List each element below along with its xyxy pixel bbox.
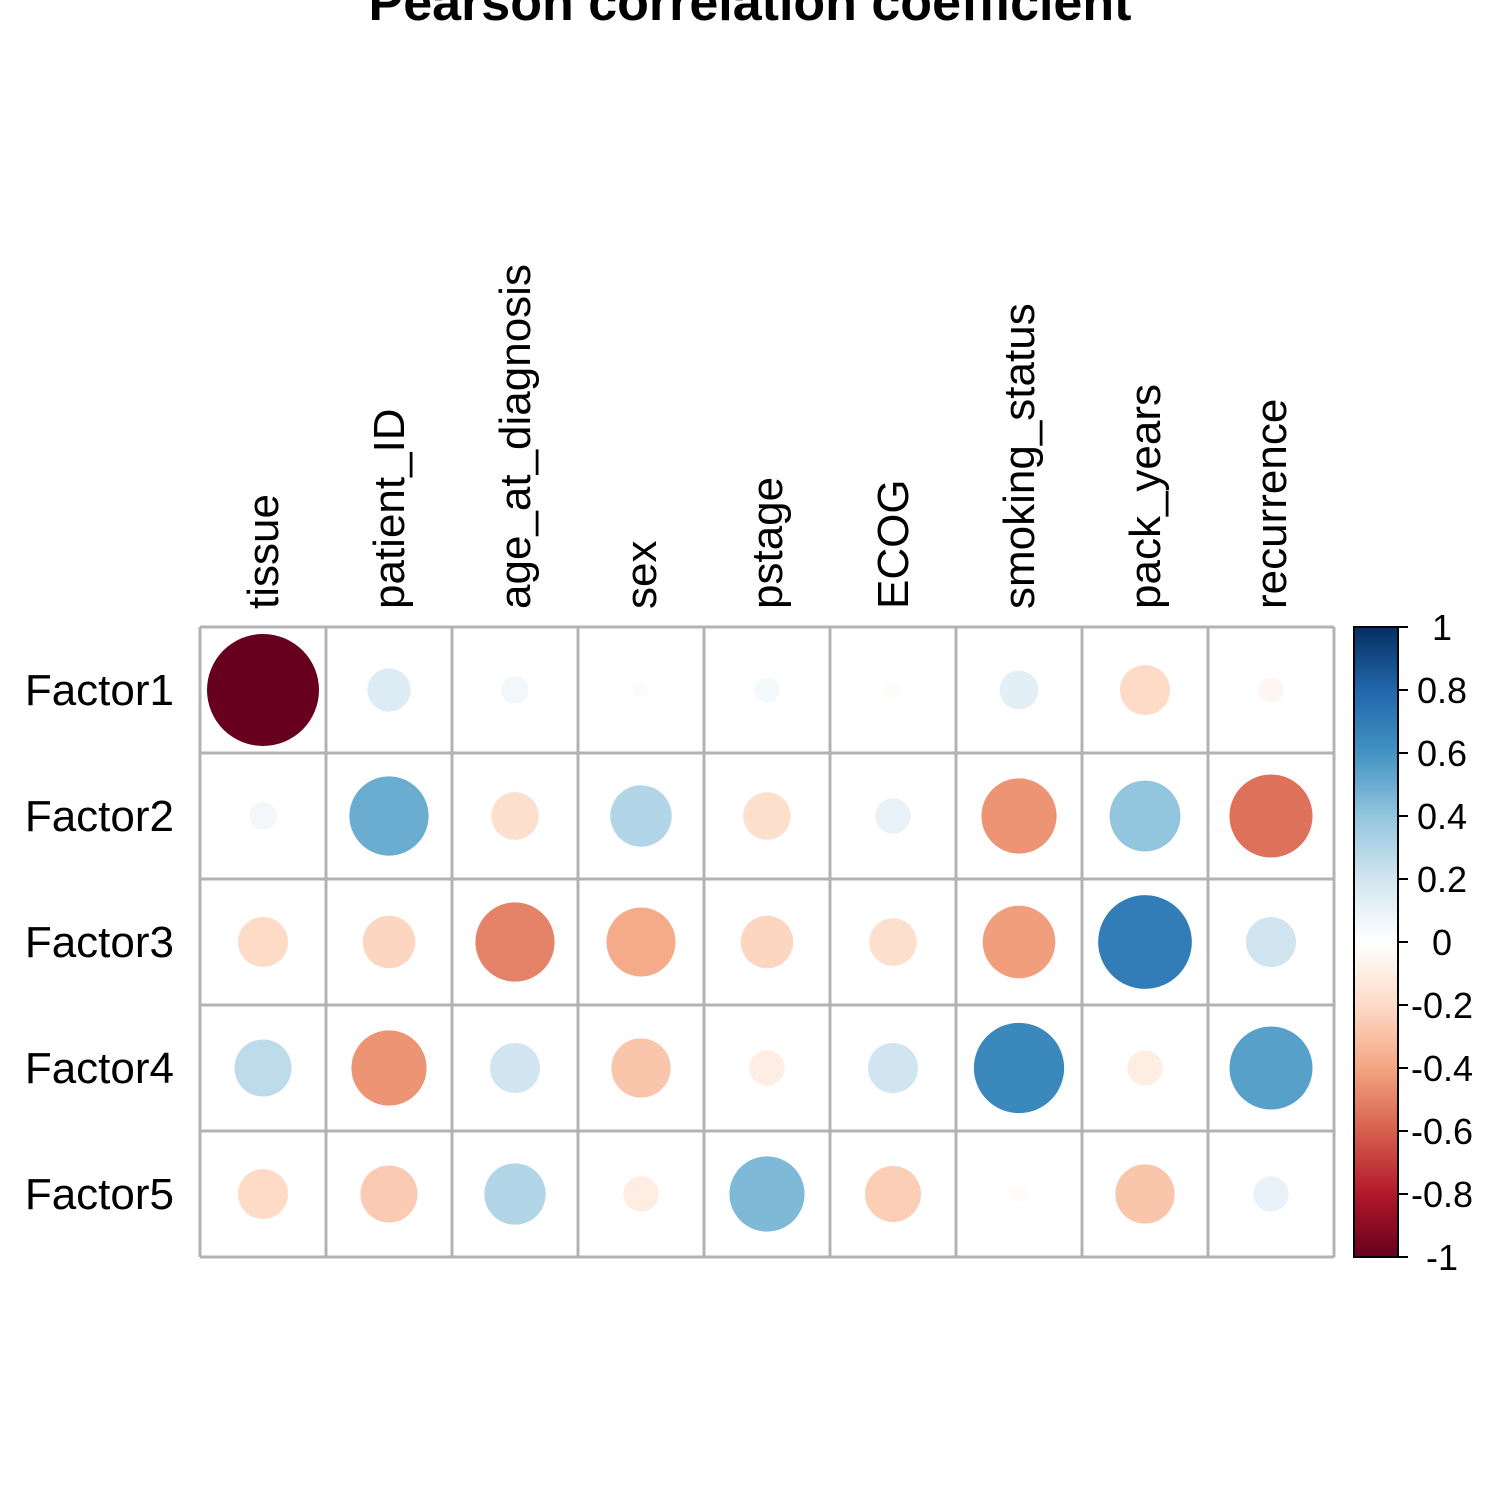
column-label: pack_years [1121,384,1170,609]
correlation-circle [743,792,791,840]
correlation-circle [1115,1164,1175,1224]
correlation-circle [606,907,676,977]
correlation-circle [362,915,416,969]
column-label: pstage [743,477,792,609]
correlation-circle [981,778,1057,854]
column-label: ECOG [869,479,918,609]
color-legend: 1 0.8 0.6 0.4 0.2 0 -0.2 -0.4 -0.6 -0.8 -1 [1353,607,1473,1278]
colorbar-tick-label: -1 [1426,1237,1458,1278]
colorbar-tick-label: 0.2 [1417,859,1467,900]
correlation-circle [1011,1186,1027,1202]
row-label: Factor3 [25,918,174,967]
correlation-circle [351,1030,427,1106]
row-label: Factor2 [25,792,174,841]
correlation-circle [875,798,911,834]
colorbar-tick-label: 0 [1432,922,1452,963]
colorbar-tick-label: -0.6 [1411,1111,1473,1152]
correlation-circle [349,776,429,856]
correlation-circle [611,1038,671,1098]
correlation-circle [867,1042,919,1094]
correlation-circle [973,1022,1065,1114]
circle-layer [207,634,1313,1232]
correlation-circle [360,1165,418,1223]
row-label: Factor4 [25,1044,174,1093]
colorbar-gradient [1353,626,1399,1258]
correlation-circle [885,682,901,698]
chart-title: Pearson correlation coefficient [369,0,1132,32]
colorbar-tick-label: -0.2 [1411,985,1473,1026]
correlation-circle [234,1039,292,1097]
row-label: Factor1 [25,666,174,715]
colorbar-tick-label: -0.4 [1411,1048,1473,1089]
grid-layer [198,625,1336,1259]
column-label: age_at_diagnosis [491,264,540,609]
row-labels: Factor1 Factor2 Factor3 Factor4 Factor5 [25,666,174,1219]
row-label: Factor5 [25,1170,174,1219]
correlation-circle [749,1050,785,1086]
correlation-circle [249,802,277,830]
correlation-circle [237,1168,289,1220]
correlation-circle [1119,664,1171,716]
correlation-circle [982,905,1056,979]
correlation-circle [869,918,917,966]
correlation-circle [865,1166,921,1222]
correlation-circle [740,915,794,969]
correlation-circle [475,902,555,982]
column-label: tissue [239,494,288,609]
colorbar-tick-label: 0.4 [1417,796,1467,837]
correlation-circle [484,1163,546,1225]
correlation-circle [1253,1176,1289,1212]
colorbar-tick-label: 1 [1432,607,1452,648]
correlation-circle [1098,895,1192,989]
correlation-circle [237,916,289,968]
correlation-circle [1127,1050,1163,1086]
correlation-circle [754,677,780,703]
colorbar-tick-label: -0.8 [1411,1174,1473,1215]
correlation-circle [729,1156,805,1232]
colorbar-tick-label: 0.6 [1417,733,1467,774]
column-label: recurrence [1247,399,1296,609]
correlation-circle [501,676,529,704]
correlation-circle [1109,780,1181,852]
correlation-circle [489,1042,541,1094]
correlation-circle [610,785,672,847]
correlation-circle [1258,677,1284,703]
column-label: smoking_status [995,303,1044,609]
correlation-circle [633,682,649,698]
column-label: patient_ID [365,408,414,609]
correlation-circle [491,792,539,840]
correlation-circle [623,1176,659,1212]
correlation-circle [1229,1026,1313,1110]
column-label: sex [617,541,666,609]
correlation-circle [999,670,1039,710]
correlation-circle [207,634,319,746]
correlation-circle [1229,774,1313,858]
colorbar-tick-label: 0.8 [1417,670,1467,711]
correlation-circle [1245,916,1297,968]
correlation-circle [367,668,411,712]
